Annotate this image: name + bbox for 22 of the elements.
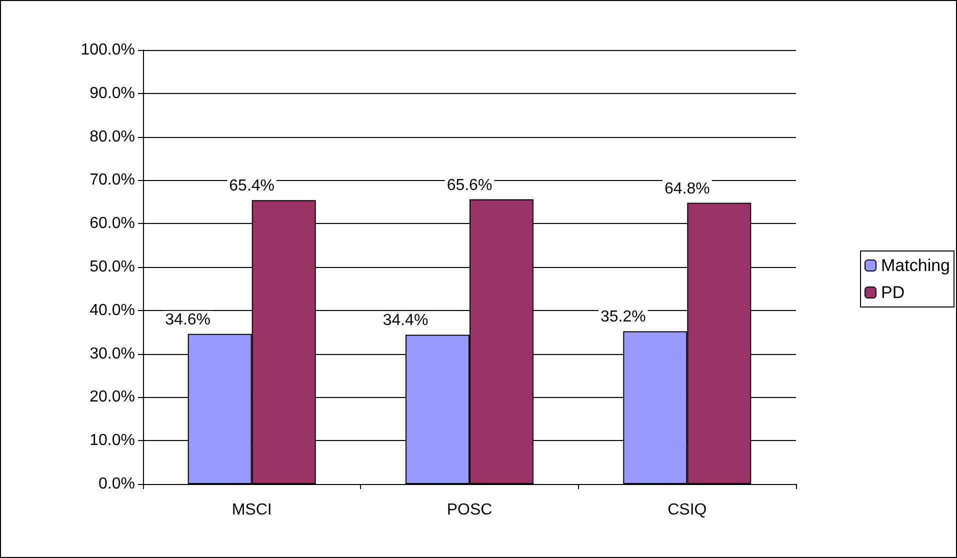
legend-label: Matching bbox=[881, 256, 950, 275]
y-tick-label: 80.0% bbox=[90, 128, 135, 146]
legend-label: PD bbox=[881, 283, 905, 302]
data-label: 65.6% bbox=[446, 176, 492, 194]
data-label: 64.8% bbox=[664, 180, 710, 198]
data-label: 65.4% bbox=[229, 178, 275, 195]
y-tick-label: 0.0% bbox=[98, 476, 135, 492]
x-tick-label: MSCI bbox=[232, 502, 272, 518]
data-label: 35.2% bbox=[600, 308, 646, 326]
data-label: 34.6% bbox=[165, 311, 211, 328]
y-tick-label: 10.0% bbox=[90, 432, 135, 450]
y-tick-label: 40.0% bbox=[90, 302, 135, 319]
y-tick-label: 50.0% bbox=[90, 258, 135, 276]
x-tick-label: CSIQ bbox=[668, 502, 707, 518]
x-tick-label: POSC bbox=[446, 502, 492, 518]
y-tick-label: 100.0% bbox=[80, 42, 135, 58]
y-tick-label: 20.0% bbox=[90, 388, 135, 406]
y-tick-label: 60.0% bbox=[90, 215, 135, 232]
data-label: 34.4% bbox=[382, 312, 428, 330]
y-tick-label: 70.0% bbox=[90, 172, 135, 189]
y-tick-label: 90.0% bbox=[90, 84, 135, 102]
y-tick-label: 30.0% bbox=[90, 345, 135, 362]
